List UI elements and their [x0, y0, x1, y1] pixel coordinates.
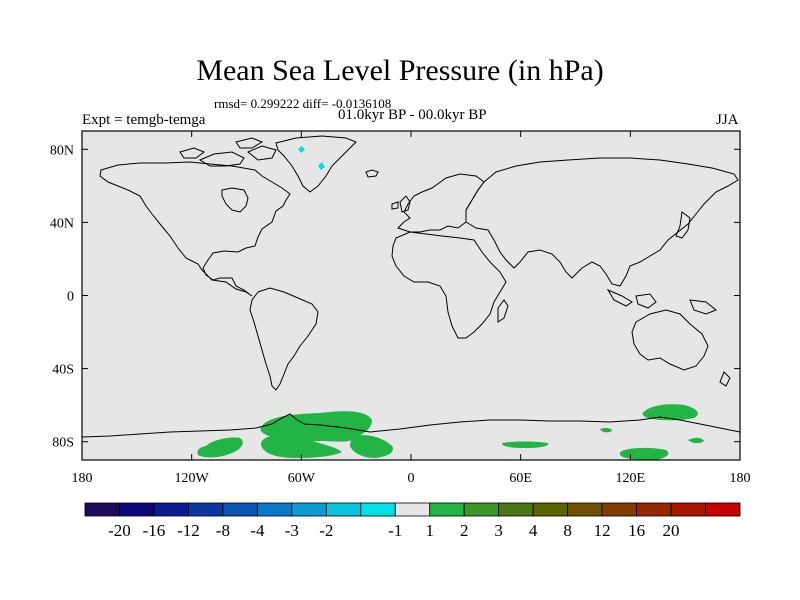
colorbar-label: -12 — [177, 521, 200, 540]
colorbar-swatch — [601, 502, 637, 517]
colorbar-swatch — [256, 502, 293, 517]
lat-tick-label: 80S — [52, 436, 74, 451]
lat-tick-label: 0 — [67, 290, 74, 305]
colorbar-swatch — [498, 502, 534, 517]
anomaly-region — [642, 404, 698, 421]
colorbar-label: 12 — [594, 521, 611, 540]
colorbar-label: -1 — [388, 521, 402, 540]
colorbar-swatch — [119, 502, 155, 517]
colorbar-label: -16 — [143, 521, 166, 540]
colorbar-swatch — [153, 502, 189, 517]
anomaly-region — [298, 146, 305, 153]
colorbar-swatch — [705, 502, 741, 517]
colorbar-swatch — [463, 502, 500, 517]
colorbar-swatch — [636, 502, 672, 517]
lat-tick-label: 80N — [50, 143, 74, 158]
lon-tick-label: 120W — [175, 471, 210, 486]
coastline-hudson-bay — [221, 187, 249, 213]
period-label: 01.0kyr BP - 00.0kyr BP — [338, 107, 487, 123]
lat-tick-label: 40S — [52, 363, 74, 378]
colorbar — [84, 502, 741, 517]
lon-tick-label: 180 — [72, 471, 93, 486]
experiment-label: Expt = temgb-temga — [82, 112, 206, 128]
coastline-ireland — [391, 201, 399, 210]
anomaly-region — [502, 441, 549, 448]
latitude-axis: 80N 40N 0 40S 80S — [50, 143, 740, 451]
colorbar-swatch — [394, 502, 431, 517]
coastline-indonesia — [635, 293, 657, 309]
coastline-new-zealand — [719, 371, 731, 387]
colorbar-swatch — [567, 502, 603, 517]
map-background — [82, 131, 740, 460]
coastline-arctic-island — [198, 151, 245, 167]
coastline-new-guinea — [689, 299, 717, 315]
anomaly-region — [197, 437, 243, 458]
coastline-antarctica — [81, 413, 741, 438]
coastlines — [81, 135, 741, 438]
colorbar-swatch — [325, 502, 362, 517]
colorbar-label: -2 — [319, 521, 333, 540]
coastline-japan — [675, 211, 691, 239]
colorbar-label: 20 — [663, 521, 680, 540]
lon-tick-label: 120E — [616, 471, 646, 486]
season-label: JJA — [716, 112, 739, 128]
coastline-south-america — [249, 287, 319, 391]
coastline-arctic-island — [179, 147, 206, 159]
colorbar-label: 4 — [529, 521, 538, 540]
coastline-indonesia — [606, 288, 633, 307]
colorbar-label: -8 — [216, 521, 230, 540]
coastline-asia — [465, 157, 739, 287]
colorbar-swatch — [222, 502, 258, 517]
coastline-north-america — [99, 161, 291, 297]
coastline-arctic-island — [247, 145, 277, 161]
colorbar-label: 1 — [425, 521, 434, 540]
colorbar-swatch — [360, 502, 396, 517]
anomaly-region — [619, 447, 669, 460]
colorbar-label: -20 — [108, 521, 131, 540]
coastline-australia — [631, 309, 709, 371]
coastline-greenland — [275, 135, 357, 193]
anomaly-regions — [197, 404, 704, 460]
colorbar-swatch — [532, 502, 569, 517]
anomaly-region — [688, 437, 704, 444]
colorbar-swatch — [670, 502, 706, 517]
colorbar-swatch — [291, 502, 327, 517]
lat-tick-label: 40N — [50, 216, 74, 231]
stats-label: rmsd= 0.299222 diff= -0.0136108 — [214, 96, 392, 111]
coastline-madagascar — [497, 299, 509, 323]
map-title: Mean Sea Level Pressure (in hPa) — [196, 54, 604, 87]
coastline-arctic-island — [235, 137, 264, 149]
coastline-britain — [399, 195, 411, 213]
colorbar-label: 3 — [494, 521, 503, 540]
lon-tick-label: 180 — [730, 471, 751, 486]
colorbar-swatch — [84, 502, 120, 517]
colorbar-swatch — [429, 502, 465, 517]
anomaly-region — [318, 162, 325, 170]
colorbar-label: 16 — [628, 521, 645, 540]
longitude-axis: 180 120W 60W 0 60E 120E 180 — [72, 131, 751, 486]
coastline-iceland — [365, 169, 379, 178]
anomaly-region — [261, 435, 342, 458]
lon-tick-label: 0 — [408, 471, 415, 486]
coastline-africa — [391, 231, 507, 339]
colorbar-label: 8 — [563, 521, 572, 540]
colorbar-label: 2 — [460, 521, 469, 540]
colorbar-label: -3 — [285, 521, 299, 540]
colorbar-labels: -20 -16 -12 -8 -4 -3 -2 -1 1 2 3 4 8 12 16 20 — [108, 521, 679, 540]
negative-anomaly-regions — [298, 146, 325, 170]
anomaly-region — [260, 411, 372, 442]
lon-tick-label: 60E — [509, 471, 532, 486]
colorbar-label: -4 — [250, 521, 265, 540]
anomaly-region — [600, 427, 612, 433]
anomaly-region — [350, 435, 394, 458]
colorbar-swatch — [188, 502, 224, 517]
lon-tick-label: 60W — [288, 471, 316, 486]
